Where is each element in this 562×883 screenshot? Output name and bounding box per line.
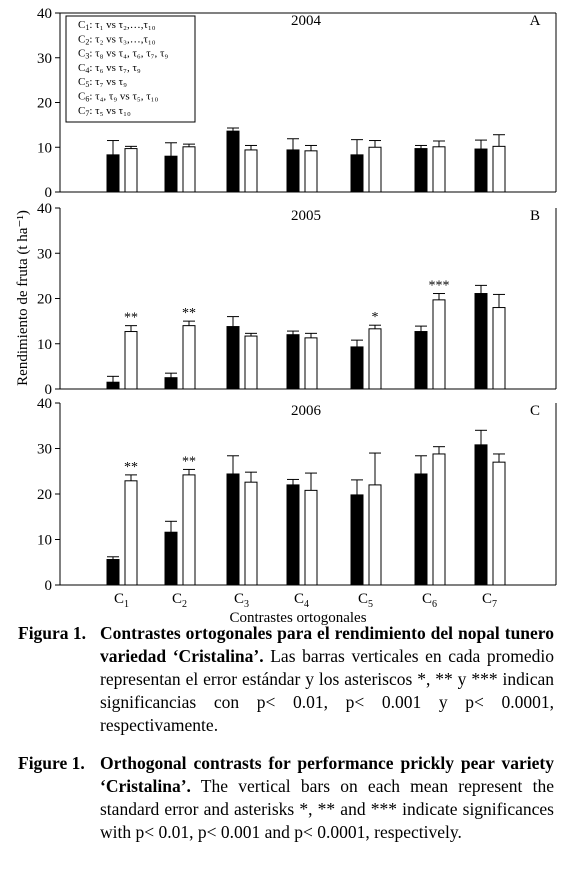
panel-year-label: 2004 xyxy=(291,13,322,29)
panel-letter: B xyxy=(530,208,540,224)
bar-black xyxy=(226,473,240,586)
bar-white xyxy=(182,146,196,193)
y-axis-label: Rendimiento de fruta (t ha⁻¹) xyxy=(15,210,31,386)
bar-black xyxy=(474,293,488,390)
bar-black xyxy=(350,346,364,390)
panel-letter: A xyxy=(530,13,541,29)
x-tick-label: C6 xyxy=(422,591,437,610)
y-tick-label: 10 xyxy=(37,140,52,156)
caption-en-body: The vertical bars on each mean represent… xyxy=(100,776,554,842)
legend-entry: C7: τ₅ vs τ₁₀ xyxy=(78,105,131,118)
x-tick-label: C2 xyxy=(172,591,187,610)
caption-es-body: Las barras verticales en cada promedio r… xyxy=(100,646,554,735)
bar-white xyxy=(368,146,382,193)
y-tick-label: 40 xyxy=(37,396,52,412)
legend-entry: C2: τ₂ vs τ₃,…,τ₁₀ xyxy=(78,33,156,46)
x-tick-label: C7 xyxy=(482,591,497,610)
caption-en-figure-number: Figure 1. xyxy=(18,753,85,773)
x-axis-label: Contrastes ortogonales xyxy=(229,610,366,625)
bar-white xyxy=(124,148,138,193)
x-tick-label: C5 xyxy=(358,591,373,610)
bar-black xyxy=(226,326,240,390)
y-tick-label: 0 xyxy=(45,382,53,398)
panel-year-label: 2006 xyxy=(291,403,322,419)
y-tick-label: 40 xyxy=(37,6,52,22)
bar-white xyxy=(124,480,138,586)
panel-year-label: 2005 xyxy=(291,208,321,224)
legend-entry: C5: τ₇ vs τ₉ xyxy=(78,76,127,89)
bar-white xyxy=(244,335,258,390)
bar-black xyxy=(164,377,178,390)
y-tick-label: 0 xyxy=(45,185,53,201)
bar-black xyxy=(164,155,178,193)
caption-es-title: Contrastes ortogonales para el rendimien… xyxy=(100,623,554,666)
legend-entry: C4: τ₆ vs τ₇, τ₉ xyxy=(78,62,141,75)
legend-entry: C3: τ₈ vs τ₄, τ₆, τ₇, τ₉ xyxy=(78,48,168,61)
significance-label: ** xyxy=(182,454,196,469)
bar-black xyxy=(286,334,300,390)
bar-black xyxy=(286,149,300,193)
bar-white xyxy=(304,337,318,390)
bar-white xyxy=(368,484,382,586)
bar-white xyxy=(244,149,258,193)
bar-white xyxy=(492,307,506,390)
bar-white xyxy=(492,461,506,586)
y-tick-label: 10 xyxy=(37,533,52,549)
x-tick-label: C3 xyxy=(234,591,249,610)
x-tick-label: C1 xyxy=(114,591,129,610)
caption-english: Figure 1. Orthogonal contrasts for perfo… xyxy=(18,752,554,844)
y-tick-label: 20 xyxy=(37,487,52,503)
bar-black xyxy=(286,484,300,586)
y-tick-label: 30 xyxy=(37,246,52,262)
bar-black xyxy=(474,148,488,193)
bar-white xyxy=(492,145,506,193)
bar-black xyxy=(226,130,240,193)
caption-en-title: Orthogonal contrasts for performance pri… xyxy=(100,753,554,796)
y-tick-label: 10 xyxy=(37,337,52,353)
bar-white xyxy=(244,481,258,586)
bar-white xyxy=(368,328,382,390)
bar-black xyxy=(414,331,428,390)
bar-black xyxy=(350,154,364,193)
legend-box xyxy=(65,15,196,123)
significance-label: ** xyxy=(182,306,196,321)
y-tick-label: 30 xyxy=(37,51,52,67)
bar-black xyxy=(106,381,120,390)
caption-es-figure-number: Figura 1. xyxy=(18,623,87,643)
bar-black xyxy=(350,494,364,586)
bar-white xyxy=(432,299,446,390)
panel-letter: C xyxy=(530,403,540,419)
x-tick-label: C4 xyxy=(294,591,309,610)
bar-black xyxy=(414,473,428,586)
significance-label: *** xyxy=(429,279,450,294)
bar-white xyxy=(304,489,318,586)
significance-label: ** xyxy=(124,460,138,475)
panel-c: 0 10 20 30 40 2006 C ** ** xyxy=(37,396,557,594)
y-tick-label: 40 xyxy=(37,201,52,217)
bar-white xyxy=(182,474,196,586)
bar-black xyxy=(106,559,120,586)
legend-entry: C1: τ₁ vs τ₂,…,τ₁₀ xyxy=(78,19,156,32)
bar-white xyxy=(432,453,446,586)
bar-black xyxy=(414,148,428,193)
bar-black xyxy=(106,154,120,193)
y-tick-label: 0 xyxy=(45,578,53,594)
y-tick-label: 30 xyxy=(37,442,52,458)
bar-white xyxy=(182,325,196,390)
y-tick-label: 20 xyxy=(37,292,52,308)
significance-label: * xyxy=(372,310,379,325)
bar-white xyxy=(304,150,318,193)
legend-entry: C6: τ₄, τ₉ vs τ₅, τ₁₀ xyxy=(78,91,158,104)
significance-label: ** xyxy=(124,311,138,326)
bar-white xyxy=(432,146,446,193)
bar-black xyxy=(474,444,488,586)
y-tick-label: 20 xyxy=(37,96,52,112)
panel-a: 0 10 20 30 40 2004 A xyxy=(37,6,557,201)
bar-white xyxy=(124,331,138,390)
caption-spanish: Figura 1. Contrastes ortogonales para el… xyxy=(18,622,554,737)
bar-black xyxy=(164,531,178,586)
